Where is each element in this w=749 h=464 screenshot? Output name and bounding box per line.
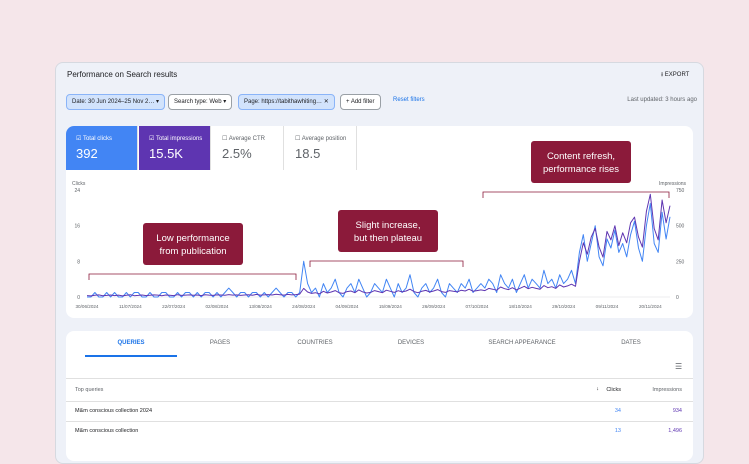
series-line [87,202,671,298]
metric-label[interactable]: Total impressions [155,136,203,142]
last-updated: Last updated: 3 hours ago [627,97,697,103]
metric-tile[interactable]: ☐ Average CTR 2.5% [212,126,284,170]
clicks: 34 [614,408,621,414]
tab[interactable]: DEVICES [397,340,425,346]
bracket [309,260,464,267]
y2-tick-label: 0 [676,295,679,301]
annotation-text: Low performance [156,233,229,244]
type-chip[interactable]: Search type: Web ▾ [168,94,233,110]
page: Performance on Search results ⭳ EXPORT D… [55,62,704,464]
clicks: 13 [614,428,621,434]
sort-icon: ↓ [596,386,599,392]
metric-value[interactable]: 15.5K [149,146,183,161]
x-tick-label: 15/09/2024 [379,304,402,309]
metric-value[interactable]: 18.5 [295,146,321,161]
annotation-text: from publication [159,246,226,257]
page-title: Performance on Search results [67,70,178,79]
x-tick-label: 29/10/2024 [552,304,575,309]
chip-label[interactable]: Date: 30 Jun 2024–25 Nov 2… [72,99,155,105]
export-label[interactable]: EXPORT [664,72,690,78]
tab[interactable]: PAGES [209,340,231,346]
divider [66,401,693,402]
y-tick-label: 0 [77,295,80,301]
tab[interactable]: QUERIES [117,340,145,346]
y-axis-label: Clicks [72,181,86,187]
annotation-box [143,223,243,265]
tab-underline [85,355,177,357]
impressions: 934 [672,408,682,414]
x-tick-label: 04/09/2024 [335,304,358,309]
add-filter[interactable]: + Add filter [340,94,381,110]
query[interactable]: M&m conscious collection [75,428,139,434]
metric-label[interactable]: Average position [301,136,347,142]
tab[interactable]: SEARCH APPEARANCE [488,340,556,346]
y2-tick-label: 500 [676,224,685,230]
annotation-text: Slight increase, [356,220,421,231]
x-tick-label: 20/11/2024 [639,304,662,309]
metric-tile[interactable]: ☐ Average position 18.5 [285,126,357,170]
y2-tick-label: 250 [676,259,685,265]
x-tick-label: 02/08/2024 [205,304,228,309]
metric-value[interactable]: 2.5% [222,146,252,161]
bracket [482,191,670,198]
metric-label[interactable]: Average CTR [228,136,265,142]
column-header: Top queries [75,387,104,393]
divider [66,421,693,422]
column-header[interactable]: Impressions [652,387,682,393]
x-tick-label: 22/07/2024 [162,304,185,309]
metric-value[interactable]: 392 [76,146,98,161]
annotation-box [531,141,631,183]
x-tick-label: 30/06/2024 [76,304,99,309]
metric-label[interactable]: Total clicks [82,136,112,142]
page-chip[interactable]: Page: https://tabithawhiting… ✕ [238,94,335,110]
tab[interactable]: COUNTRIES [297,340,333,346]
x-tick-label: 09/11/2024 [596,304,619,309]
table-card [66,331,693,461]
series-line [86,193,671,297]
y-tick-label: 16 [74,224,80,230]
y2-axis-label: Impressions [659,181,686,187]
annotation-text: Content refresh, [547,151,615,162]
x-tick-label: 07/10/2024 [465,304,488,309]
annotation-text: performance rises [543,164,619,175]
divider [66,378,693,379]
x-tick-label: 26/09/2024 [422,304,445,309]
column-header[interactable]: Clicks [606,387,621,393]
x-tick-label: 11/07/2024 [119,304,142,309]
query[interactable]: M&m conscious collection 2024 [75,408,153,414]
x-tick-label: 24/08/2024 [292,304,315,309]
metric-tile[interactable]: ☑ Total clicks 392 [66,126,138,170]
impressions: 1,496 [668,428,682,434]
x-tick-label: 13/08/2024 [249,304,272,309]
chip-label[interactable]: Page: https://tabithawhiting… [244,99,323,105]
export-button[interactable]: ⭳ EXPORT [661,72,690,78]
annotation-text: but then plateau [354,233,422,244]
chip-label[interactable]: Search type: Web [174,99,222,105]
reset-filters[interactable]: Reset filters [393,97,425,103]
y-tick-label: 24 [74,188,80,194]
y2-tick-label: 750 [676,188,685,194]
filter-icon[interactable]: ☰ [675,362,683,371]
date-chip[interactable]: Date: 30 Jun 2024–25 Nov 2… ▾ [66,94,166,110]
y-tick-label: 8 [77,259,80,265]
x-tick-label: 18/10/2024 [509,304,532,309]
chart: Clicks Impressions 0 8 16 24 0 250 500 750 30/06/2… [72,141,687,309]
metric-tile[interactable]: ☑ Total impressions 15.5K [139,126,211,170]
bracket [88,273,297,280]
annotation-box [338,210,438,252]
tab[interactable]: DATES [621,340,641,346]
